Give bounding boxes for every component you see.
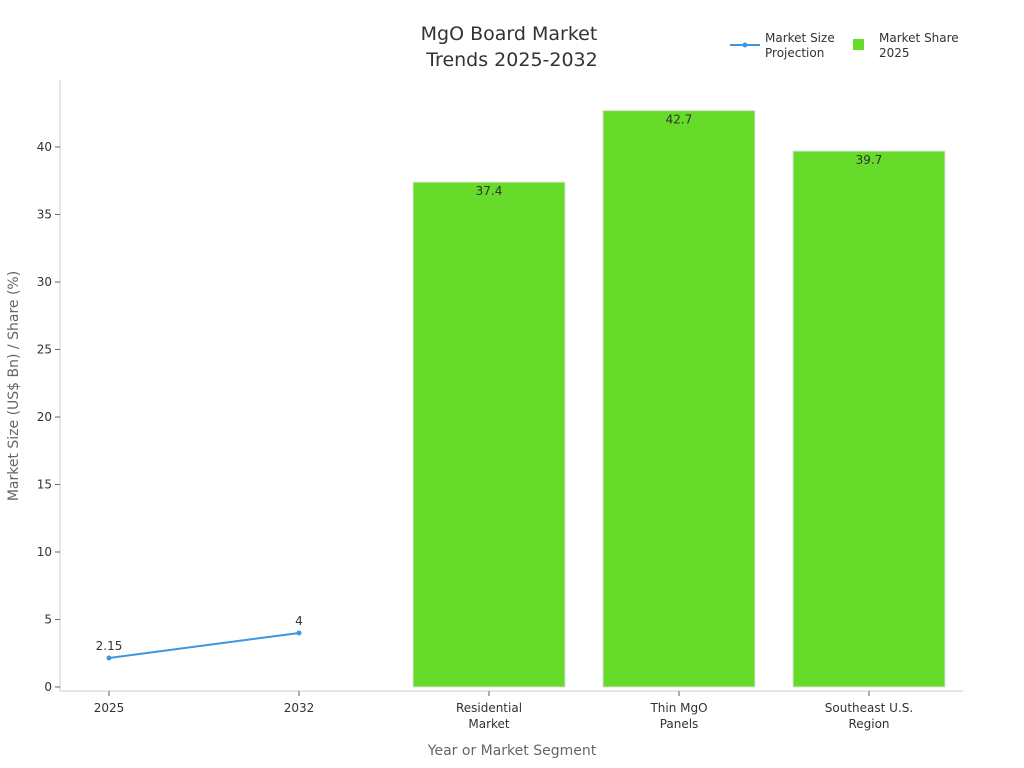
legend-item-bar[interactable]: Market Share 2025 — [853, 31, 963, 60]
bar — [792, 150, 946, 688]
line-data-label: 4 — [295, 614, 303, 628]
y-axis-title: Market Size (US$ Bn) / Share (%) — [6, 271, 22, 501]
legend-label-line-1: Market Size — [765, 31, 835, 45]
x-tick-label-line: Market — [468, 717, 510, 731]
y-tick-label: 20 — [37, 410, 52, 424]
legend-label-bar: Market Share 2025 — [879, 31, 963, 60]
x-tick-label: 2032 — [284, 701, 315, 715]
line-point — [106, 655, 112, 661]
legend-bar-swatch — [853, 39, 864, 50]
y-tick-label: 30 — [37, 275, 52, 289]
x-tick-label: Thin MgO Panels — [649, 701, 707, 731]
line-series — [108, 632, 300, 659]
y-tick-label: 35 — [37, 208, 52, 222]
legend-label-line-2: Projection — [765, 46, 824, 60]
x-axis-title: Year or Market Segment — [427, 743, 597, 759]
y-tick-label: 40 — [37, 140, 52, 154]
y-tick-label: 15 — [37, 478, 52, 492]
x-tick-label-line: Thin MgO — [649, 701, 707, 715]
y-tick-label: 10 — [37, 545, 52, 559]
x-tick-label-line: 2032 — [284, 701, 315, 715]
bar-data-label: 37.4 — [476, 184, 503, 198]
x-tick-label: Residential Market — [456, 701, 522, 731]
legend-line-marker — [742, 42, 748, 48]
legend-item-line[interactable]: Market Size Projection — [730, 31, 839, 60]
line-point — [296, 630, 302, 636]
y-tick-label: 25 — [37, 343, 52, 357]
x-tick-label: Southeast U.S. Region — [825, 701, 913, 731]
x-tick-label-line: 2025 — [94, 701, 125, 715]
x-tick-label-line: Panels — [660, 717, 699, 731]
x-tick-label-line: Region — [848, 717, 889, 731]
bar-data-label: 39.7 — [856, 153, 883, 167]
legend-label-bar-1: Market Share — [879, 31, 959, 45]
legend: Market Size Projection Market Share 2025 — [730, 31, 963, 60]
chart-title-line-1: MgO Board Market — [421, 23, 598, 45]
y-tick-label: 0 — [44, 680, 52, 694]
legend-label-line: Market Size Projection — [765, 31, 839, 60]
y-tick-label: 5 — [44, 613, 52, 627]
bar — [602, 110, 756, 688]
legend-label-bar-2: 2025 — [879, 46, 910, 60]
line-data-label: 2.15 — [96, 639, 123, 653]
chart-title-line-2: Trends 2025-2032 — [425, 49, 598, 71]
chart-title: MgO Board Market Trends 2025-2032 — [421, 23, 604, 71]
bar-data-label: 42.7 — [666, 113, 693, 127]
x-tick-label-line: Southeast U.S. — [825, 701, 913, 715]
bar — [412, 181, 566, 688]
x-tick-label: 2025 — [94, 701, 125, 715]
x-tick-label-line: Residential — [456, 701, 522, 715]
